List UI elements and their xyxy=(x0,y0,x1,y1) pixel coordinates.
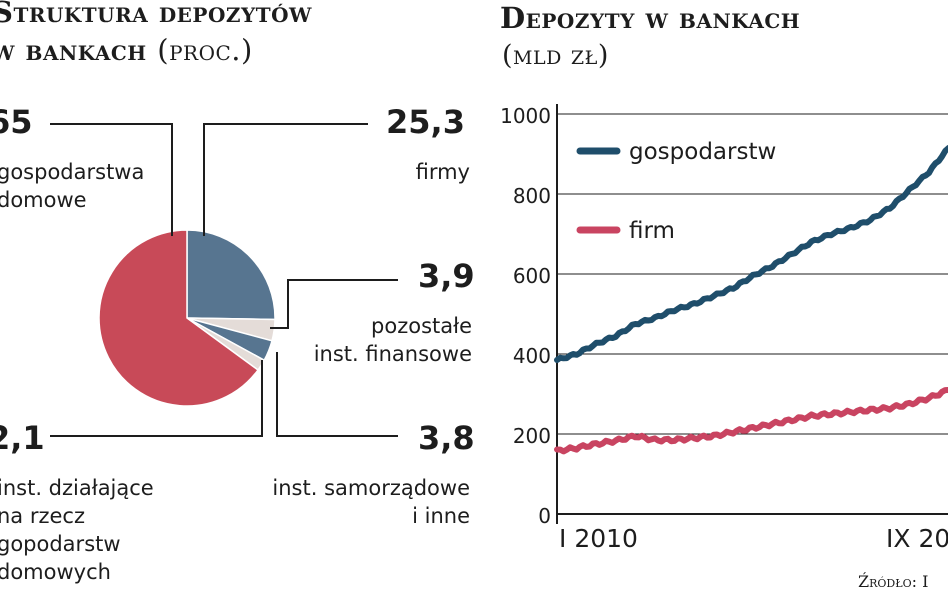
x-tick-label-end: IX 202 xyxy=(886,524,948,553)
y-tick-label: 800 xyxy=(513,184,551,208)
line-chart-unit: (mld zł) xyxy=(502,40,609,71)
pie-value-nonprofit: 2,1 xyxy=(0,419,45,457)
pie-label-other-financial-line1: pozostałe xyxy=(371,314,472,338)
y-tick-label: 1000 xyxy=(500,104,551,128)
y-tick-label: 200 xyxy=(513,424,551,448)
pie-title-line2: w bankach (proc.) xyxy=(0,32,253,68)
x-tick-label-start: I 2010 xyxy=(559,524,638,553)
pie-label-nonprofit: inst. działające na rzecz gopodarstw dom… xyxy=(0,474,237,586)
leader-line-other-financial xyxy=(270,279,398,329)
legend-label-gospodarstw: gospodarstw xyxy=(629,139,776,165)
pie-slice-firms xyxy=(186,229,276,321)
leader-line-households xyxy=(50,123,173,236)
pie-label-local-gov: inst. samorządowe i inne xyxy=(240,474,470,530)
y-tick-label: 400 xyxy=(513,344,551,368)
pie-label-local-gov-line1: inst. samorządowe xyxy=(272,476,470,500)
pie-label-nonprofit-line4: domowych xyxy=(0,560,111,584)
pie-title-unit: (proc.) xyxy=(157,33,253,67)
leader-line-nonprofit xyxy=(50,360,263,437)
leader-line-firms xyxy=(203,123,368,236)
pie-label-nonprofit-line3: gopodarstw xyxy=(0,532,121,556)
pie-label-nonprofit-line2: na rzecz xyxy=(0,504,85,528)
pie-value-firms: 25,3 xyxy=(386,103,465,141)
y-tick-label: 0 xyxy=(538,504,551,528)
line-chart-title: Depozyty w bankach xyxy=(500,1,801,35)
pie-value-other-financial: 3,9 xyxy=(418,257,475,295)
y-tick-label: 600 xyxy=(513,264,551,288)
pie-title-line1: Struktura depozytów xyxy=(0,0,313,29)
pie-label-other-financial: pozostałe inst. finansowe xyxy=(270,312,472,368)
leader-line-local-gov xyxy=(276,352,398,437)
pie-label-nonprofit-line1: inst. działające xyxy=(0,476,154,500)
legend-label-firm: firm xyxy=(629,218,675,244)
pie-title-text: w bankach xyxy=(0,33,147,67)
series-line-gospodarstw xyxy=(554,145,948,363)
pie-label-other-financial-line2: inst. finansowe xyxy=(313,342,472,366)
pie-label-households-line2: domowe xyxy=(0,188,87,212)
pie-label-households-line1: gospodarstwa xyxy=(0,160,145,184)
pie-label-households: gospodarstwa domowe xyxy=(0,158,197,214)
source-note: Źródło: I xyxy=(858,572,929,591)
pie-label-firms: firmy xyxy=(415,160,470,184)
pie-value-households: 65 xyxy=(0,103,33,141)
pie-value-local-gov: 3,8 xyxy=(418,419,475,457)
pie-label-local-gov-line2: i inne xyxy=(412,504,470,528)
pie-slice-households xyxy=(98,229,260,407)
series-line-firm xyxy=(554,387,948,455)
